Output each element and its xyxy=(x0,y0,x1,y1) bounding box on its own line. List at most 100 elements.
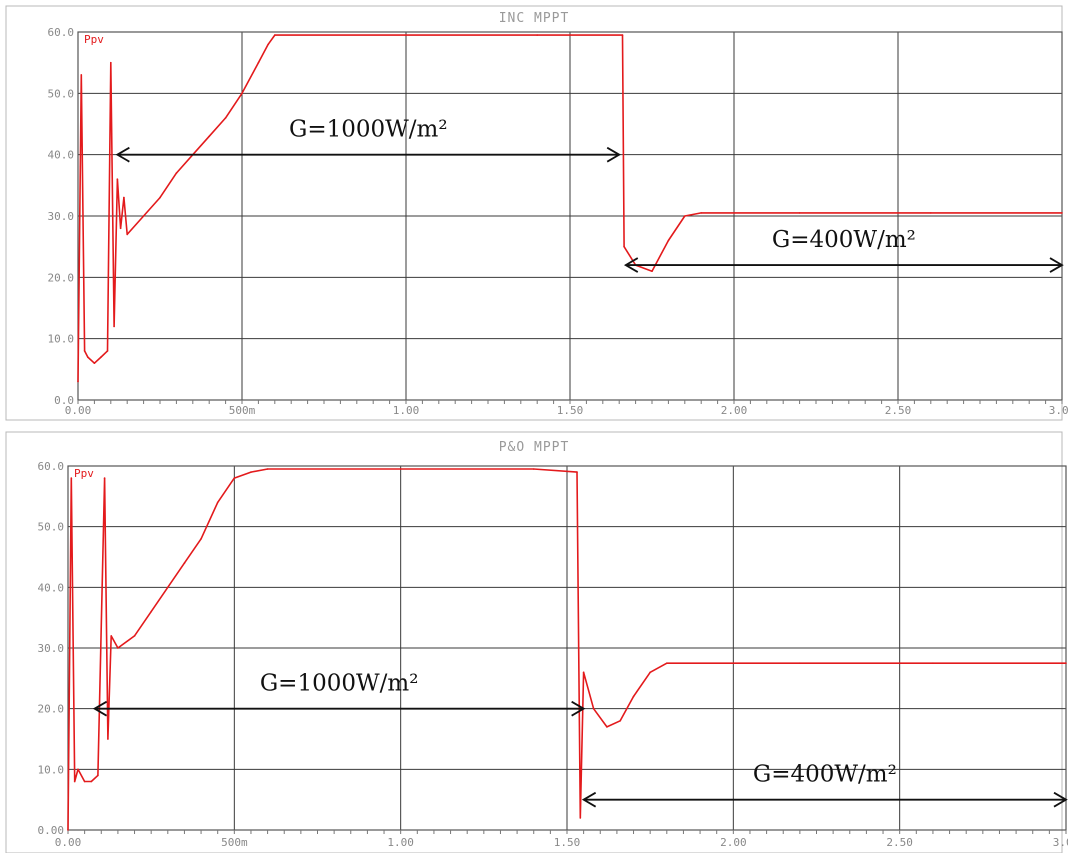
data-point xyxy=(667,239,670,242)
x-tick-label: 1.00 xyxy=(393,404,420,417)
y-tick-label: 0.00 xyxy=(38,824,65,837)
x-tick-label: 3.00 xyxy=(1049,404,1068,417)
data-point xyxy=(1061,212,1063,214)
data-point xyxy=(113,325,115,328)
data-point xyxy=(649,671,651,674)
data-point xyxy=(621,34,624,36)
arrow-head-right xyxy=(571,700,586,717)
data-point xyxy=(73,780,76,783)
data-point xyxy=(142,215,145,217)
data-point xyxy=(90,780,93,783)
x-tick-label: 2.00 xyxy=(721,404,748,417)
y-tick-label: 50.0 xyxy=(48,87,75,100)
x-tick-label: 0.00 xyxy=(55,836,82,849)
data-point xyxy=(150,610,152,613)
data-point xyxy=(167,586,169,589)
y-tick-label: 20.0 xyxy=(48,271,75,284)
arrow-head-right xyxy=(1049,257,1064,273)
data-point xyxy=(159,196,161,199)
data-point xyxy=(576,471,578,473)
data-point xyxy=(579,817,582,819)
chart-title: INC MPPT xyxy=(499,11,570,26)
legend-entry: Ppv xyxy=(74,467,94,480)
x-tick-label: 1.00 xyxy=(387,836,414,849)
data-point xyxy=(592,707,595,710)
data-point xyxy=(133,635,136,637)
x-tick-label: 2.50 xyxy=(886,836,913,849)
y-tick-label: 60.0 xyxy=(38,460,65,473)
annotation-label: G=400W/m² xyxy=(753,762,897,788)
data-point xyxy=(651,270,653,273)
data-point xyxy=(666,662,668,664)
data-point xyxy=(110,635,113,637)
data-point xyxy=(67,829,69,831)
y-tick-label: 50.0 xyxy=(38,521,65,534)
data-point xyxy=(224,117,227,119)
data-point xyxy=(266,468,269,470)
data-point xyxy=(582,671,585,674)
legend-entry: Ppv xyxy=(84,33,104,46)
data-point xyxy=(80,74,83,76)
data-point xyxy=(106,350,109,352)
data-point xyxy=(97,774,99,777)
data-point xyxy=(175,172,178,174)
y-tick-label: 0.0 xyxy=(54,394,74,407)
data-point xyxy=(233,477,236,479)
data-point xyxy=(932,662,934,664)
data-point xyxy=(117,647,119,649)
annotation-label: G=1000W/m² xyxy=(260,671,419,697)
x-tick-label: 500m xyxy=(229,404,256,417)
y-tick-label: 40.0 xyxy=(48,149,75,162)
x-tick-label: 500m xyxy=(221,836,248,849)
data-point xyxy=(123,196,125,199)
data-point xyxy=(536,34,538,36)
data-point xyxy=(250,471,252,473)
data-point xyxy=(116,178,119,180)
arrow-head-left xyxy=(581,791,597,808)
data-point xyxy=(77,380,79,383)
arrow-head-right xyxy=(1053,791,1068,808)
data-point xyxy=(107,738,109,740)
data-point xyxy=(632,695,635,698)
data-point xyxy=(110,61,112,64)
data-point xyxy=(799,662,801,664)
data-point xyxy=(200,538,202,540)
y-tick-label: 10.0 xyxy=(38,763,65,776)
x-tick-label: 0.00 xyxy=(65,404,92,417)
y-tick-label: 60.0 xyxy=(48,26,75,39)
x-tick-label: 3.00 xyxy=(1053,836,1068,849)
data-point xyxy=(70,477,73,479)
arrow-head-left xyxy=(115,146,130,163)
data-point xyxy=(700,212,702,214)
data-point xyxy=(619,720,622,722)
data-point xyxy=(684,215,686,217)
x-tick-label: 1.50 xyxy=(554,836,581,849)
data-point xyxy=(930,212,932,214)
arrow-head-left xyxy=(92,700,108,717)
x-tick-label: 1.50 xyxy=(557,404,584,417)
data-point xyxy=(399,468,402,470)
data-point xyxy=(267,43,270,46)
annotation-label: G=1000W/m² xyxy=(289,117,448,143)
arrow-head-left xyxy=(623,257,639,273)
x-tick-label: 2.00 xyxy=(720,836,747,849)
data-point xyxy=(274,34,276,36)
data-point xyxy=(241,92,243,95)
panel-frame xyxy=(5,431,1063,853)
chart-panel-2: P&O MPPT 0.00 500m 1.00 1.50 2.00 2.50 3.00 0.00… xyxy=(5,431,1068,853)
data-point xyxy=(1065,662,1067,664)
data-point xyxy=(126,233,128,236)
data-point xyxy=(208,135,210,138)
data-point xyxy=(405,34,407,36)
data-point xyxy=(606,726,608,728)
data-point xyxy=(183,562,186,564)
data-point xyxy=(77,768,79,771)
data-point xyxy=(119,227,122,230)
y-tick-label: 30.0 xyxy=(48,210,75,223)
y-tick-label: 20.0 xyxy=(38,703,65,716)
data-point xyxy=(93,362,96,365)
data-point xyxy=(87,356,89,358)
data-point xyxy=(216,501,219,504)
chart-title: P&O MPPT xyxy=(499,440,570,455)
